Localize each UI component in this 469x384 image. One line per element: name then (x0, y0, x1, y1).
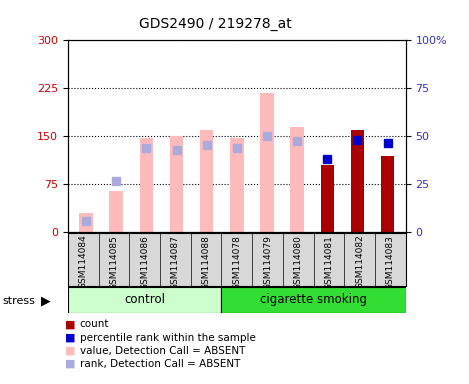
Text: GSM114085: GSM114085 (110, 235, 119, 290)
Text: GSM114084: GSM114084 (79, 235, 88, 290)
Text: stress: stress (2, 296, 35, 306)
Text: percentile rank within the sample: percentile rank within the sample (80, 333, 256, 343)
Bar (351, 130, 364, 232)
Text: GSM114087: GSM114087 (171, 235, 180, 290)
Text: value, Detection Call = ABSENT: value, Detection Call = ABSENT (80, 346, 245, 356)
Text: ■: ■ (65, 346, 76, 356)
Text: GSM114078: GSM114078 (232, 235, 242, 290)
Bar (290, 127, 304, 232)
Text: GSM114080: GSM114080 (294, 235, 303, 290)
Bar (260, 93, 274, 232)
Text: count: count (80, 319, 109, 329)
Bar (170, 136, 183, 232)
Text: ■: ■ (65, 333, 76, 343)
Bar (381, 156, 394, 232)
Text: GSM114083: GSM114083 (386, 235, 395, 290)
Text: ■: ■ (65, 359, 76, 369)
Text: cigarette smoking: cigarette smoking (260, 293, 367, 306)
Bar (109, 191, 123, 232)
Bar (68, 287, 221, 313)
Bar (230, 137, 243, 232)
Bar (221, 287, 406, 313)
Text: GSM114082: GSM114082 (355, 235, 364, 290)
Text: GSM114088: GSM114088 (202, 235, 211, 290)
Text: ■: ■ (65, 319, 76, 329)
Text: GSM114081: GSM114081 (325, 235, 333, 290)
Text: GDS2490 / 219278_at: GDS2490 / 219278_at (139, 17, 292, 31)
Text: rank, Detection Call = ABSENT: rank, Detection Call = ABSENT (80, 359, 240, 369)
Text: control: control (124, 293, 165, 306)
Text: GSM114079: GSM114079 (263, 235, 272, 290)
Bar (140, 137, 153, 232)
Bar (351, 130, 364, 232)
Bar (79, 213, 93, 232)
Text: ▶: ▶ (41, 294, 51, 307)
Bar (200, 130, 213, 232)
Text: GSM114086: GSM114086 (140, 235, 149, 290)
Bar (320, 165, 334, 232)
